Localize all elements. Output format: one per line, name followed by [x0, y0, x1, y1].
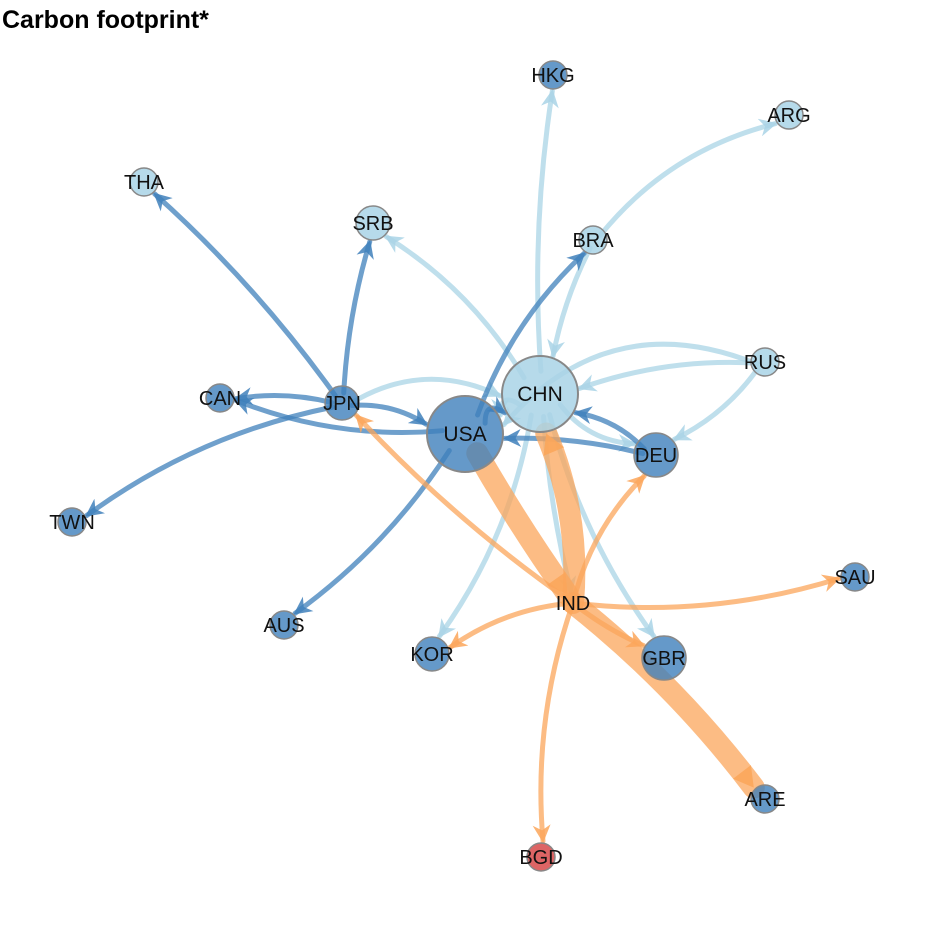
edge-bra-arg	[597, 118, 779, 238]
edge-ind-sau	[570, 574, 842, 610]
node-circle-usa	[426, 395, 504, 473]
node-label-arg: ARG	[767, 105, 810, 127]
node-can: CAN	[199, 383, 241, 413]
node-bra: BRA	[572, 225, 614, 255]
node-arg: ARG	[767, 100, 811, 130]
node-bgd: BGD	[519, 842, 563, 872]
node-label-jpn: JPN	[323, 393, 361, 415]
node-circle-can	[205, 383, 235, 413]
edge-deu-usa	[502, 428, 646, 457]
edge-jpn-can	[233, 387, 335, 406]
edge-jpn-chn	[349, 376, 503, 406]
edge-ind-kor	[447, 600, 576, 651]
node-twn: TWN	[49, 507, 95, 537]
node-label-bgd: BGD	[519, 847, 562, 869]
node-circle-chn	[501, 355, 579, 433]
edge-jpn-tha	[152, 191, 338, 398]
node-sau: SAU	[834, 562, 876, 592]
node-gbr: GBR	[641, 635, 687, 681]
edge-ind-gbr	[570, 600, 646, 649]
node-label-chn: CHN	[517, 383, 563, 406]
page-title: Carbon footprint*	[2, 6, 209, 34]
node-circle-bgd	[526, 842, 556, 872]
node-are: ARE	[744, 784, 786, 814]
node-label-deu: DEU	[635, 445, 677, 467]
edge-ind-bgd	[532, 600, 576, 844]
edge-usa-bra	[475, 250, 587, 418]
node-deu: DEU	[633, 432, 679, 478]
node-label-bra: BRA	[572, 230, 614, 252]
edge-ind-jpn	[353, 412, 576, 606]
node-chn: CHN	[501, 355, 579, 433]
node-circle-twn	[57, 507, 87, 537]
edge-arrowhead-ind-are	[733, 765, 754, 788]
node-usa: USA	[426, 395, 504, 473]
node-circle-bra	[578, 225, 608, 255]
edge-jpn-twn	[84, 404, 336, 519]
node-circle-arg	[774, 100, 804, 130]
node-srb: SRB	[352, 205, 394, 241]
nodes-layer: CHN USA IND DEU JPN GBR KOR SRB BRA RUS HKG ARG THA C…	[49, 60, 876, 872]
node-label-usa: USA	[443, 423, 486, 446]
node-ind: IND	[556, 593, 590, 615]
edge-chn-kor	[436, 412, 534, 639]
node-hkg: HKG	[531, 60, 575, 90]
edge-rus-deu	[671, 364, 762, 442]
edge-arrowhead-usa-ind	[547, 572, 568, 595]
node-circle-hkg	[538, 60, 568, 90]
node-circle-sau	[840, 562, 870, 592]
edge-usa-aus	[292, 448, 452, 616]
node-circle-jpn	[324, 385, 360, 421]
node-tha: THA	[124, 167, 165, 197]
node-label-aus: AUS	[263, 615, 304, 637]
node-label-sau: SAU	[834, 567, 875, 589]
edge-rus-chn	[577, 359, 760, 392]
node-circle-gbr	[641, 635, 687, 681]
node-label-srb: SRB	[352, 213, 393, 235]
node-kor: KOR	[410, 636, 454, 672]
node-circle-aus	[269, 610, 299, 640]
node-label-gbr: GBR	[642, 648, 685, 670]
edge-chn-hkg	[535, 88, 559, 374]
edge-arrowhead-ind-chn	[543, 433, 565, 456]
node-circle-are	[750, 784, 780, 814]
node-label-hkg: HKG	[531, 65, 574, 87]
node-label-ind: IND	[556, 593, 590, 615]
edge-chn-srb	[383, 234, 527, 381]
node-circle-srb	[355, 205, 391, 241]
node-label-twn: TWN	[49, 512, 95, 534]
node-rus: RUS	[744, 347, 786, 377]
node-label-can: CAN	[199, 388, 241, 410]
node-label-are: ARE	[744, 789, 785, 811]
edge-ind-chn	[535, 422, 586, 614]
node-label-kor: KOR	[410, 644, 453, 666]
node-label-tha: THA	[124, 172, 165, 194]
node-circle-kor	[414, 636, 450, 672]
edge-usa-can	[233, 397, 445, 435]
edge-ind-deu	[570, 473, 647, 606]
node-circle-rus	[750, 347, 780, 377]
edge-jpn-srb	[341, 239, 374, 396]
edge-ind-are	[562, 592, 765, 799]
node-label-rus: RUS	[744, 352, 786, 374]
node-jpn: JPN	[323, 385, 361, 421]
node-circle-deu	[633, 432, 679, 478]
node-aus: AUS	[263, 610, 305, 640]
node-circle-tha	[129, 167, 159, 197]
